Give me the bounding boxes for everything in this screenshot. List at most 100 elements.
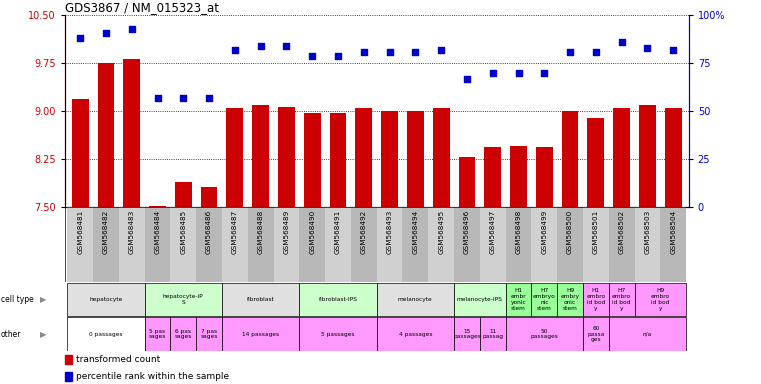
Text: H1
embr
yonic
stem: H1 embr yonic stem: [511, 288, 527, 311]
Text: 7 pas
sages: 7 pas sages: [200, 329, 218, 339]
Bar: [613, 108, 630, 207]
Text: melanocyte: melanocyte: [398, 297, 433, 302]
Text: ▶: ▶: [40, 295, 46, 304]
Text: H7
embryo
nic
stem: H7 embryo nic stem: [533, 288, 556, 311]
Bar: [72, 99, 88, 207]
Bar: [145, 283, 222, 316]
Bar: [635, 283, 686, 316]
Bar: [325, 207, 351, 282]
Bar: [428, 207, 454, 282]
Bar: [248, 207, 273, 282]
Bar: [484, 147, 501, 207]
Bar: [351, 207, 377, 282]
Text: GSM568493: GSM568493: [387, 210, 393, 254]
Text: melanocyte-IPS: melanocyte-IPS: [457, 297, 503, 302]
Text: GSM568499: GSM568499: [541, 210, 547, 254]
Point: [255, 43, 267, 49]
Bar: [407, 111, 424, 207]
Bar: [454, 283, 505, 316]
Bar: [97, 63, 114, 207]
Text: GSM568502: GSM568502: [619, 210, 625, 254]
Text: GDS3867 / NM_015323_at: GDS3867 / NM_015323_at: [65, 1, 218, 14]
Text: 4 passages: 4 passages: [399, 331, 432, 337]
Text: GSM568504: GSM568504: [670, 210, 677, 254]
Text: GSM568494: GSM568494: [412, 210, 419, 254]
Text: H9
embry
onic
stem: H9 embry onic stem: [561, 288, 580, 311]
Text: GSM568482: GSM568482: [103, 210, 109, 254]
Bar: [330, 113, 346, 207]
Bar: [583, 318, 609, 351]
Bar: [583, 283, 609, 316]
Bar: [355, 108, 372, 207]
Bar: [433, 108, 450, 207]
Bar: [562, 111, 578, 207]
Bar: [222, 207, 248, 282]
Text: H1
embro
id bod
y: H1 embro id bod y: [586, 288, 606, 311]
Bar: [119, 207, 145, 282]
Bar: [65, 355, 72, 364]
Point: [332, 53, 344, 59]
Bar: [531, 207, 557, 282]
Bar: [67, 207, 93, 282]
Bar: [93, 207, 119, 282]
Bar: [609, 207, 635, 282]
Bar: [665, 108, 682, 207]
Text: 60
passa
ges: 60 passa ges: [587, 326, 604, 343]
Text: GSM568491: GSM568491: [335, 210, 341, 254]
Point: [203, 95, 215, 101]
Text: GSM568488: GSM568488: [258, 210, 263, 254]
Bar: [222, 283, 299, 316]
Text: hepatocyte: hepatocyte: [89, 297, 123, 302]
Bar: [587, 118, 604, 207]
Bar: [536, 147, 552, 207]
Text: GSM568492: GSM568492: [361, 210, 367, 254]
Point: [151, 95, 164, 101]
Bar: [583, 207, 609, 282]
Bar: [149, 206, 166, 207]
Point: [486, 70, 498, 76]
Bar: [557, 207, 583, 282]
Point: [642, 45, 654, 51]
Bar: [480, 207, 505, 282]
Text: H9
embro
id bod
y: H9 embro id bod y: [651, 288, 670, 311]
Point: [538, 70, 550, 76]
Text: 6 pas
sages: 6 pas sages: [174, 329, 192, 339]
Bar: [609, 283, 635, 316]
Bar: [227, 108, 244, 207]
Bar: [377, 207, 403, 282]
Bar: [557, 283, 583, 316]
Bar: [299, 318, 377, 351]
Text: cell type: cell type: [1, 295, 33, 304]
Point: [384, 49, 396, 55]
Text: GSM568486: GSM568486: [206, 210, 212, 254]
Text: GSM568501: GSM568501: [593, 210, 599, 254]
Bar: [196, 318, 222, 351]
Point: [435, 47, 447, 53]
Bar: [377, 283, 454, 316]
Bar: [377, 318, 454, 351]
Text: ▶: ▶: [40, 329, 46, 339]
Point: [100, 30, 112, 36]
Bar: [454, 207, 480, 282]
Text: GSM568495: GSM568495: [438, 210, 444, 254]
Bar: [299, 207, 325, 282]
Text: transformed count: transformed count: [76, 355, 160, 364]
Bar: [65, 372, 72, 381]
Point: [74, 35, 86, 41]
Point: [667, 47, 680, 53]
Bar: [505, 318, 583, 351]
Bar: [145, 318, 170, 351]
Bar: [635, 207, 661, 282]
Bar: [170, 318, 196, 351]
Text: percentile rank within the sample: percentile rank within the sample: [76, 372, 229, 381]
Text: other: other: [1, 329, 21, 339]
Text: 14 passages: 14 passages: [242, 331, 279, 337]
Bar: [505, 207, 531, 282]
Point: [512, 70, 524, 76]
Text: GSM568498: GSM568498: [515, 210, 521, 254]
Point: [229, 47, 241, 53]
Bar: [299, 283, 377, 316]
Text: GSM568503: GSM568503: [645, 210, 651, 254]
Text: GSM568490: GSM568490: [309, 210, 315, 254]
Text: hepatocyte-iP
S: hepatocyte-iP S: [163, 294, 204, 305]
